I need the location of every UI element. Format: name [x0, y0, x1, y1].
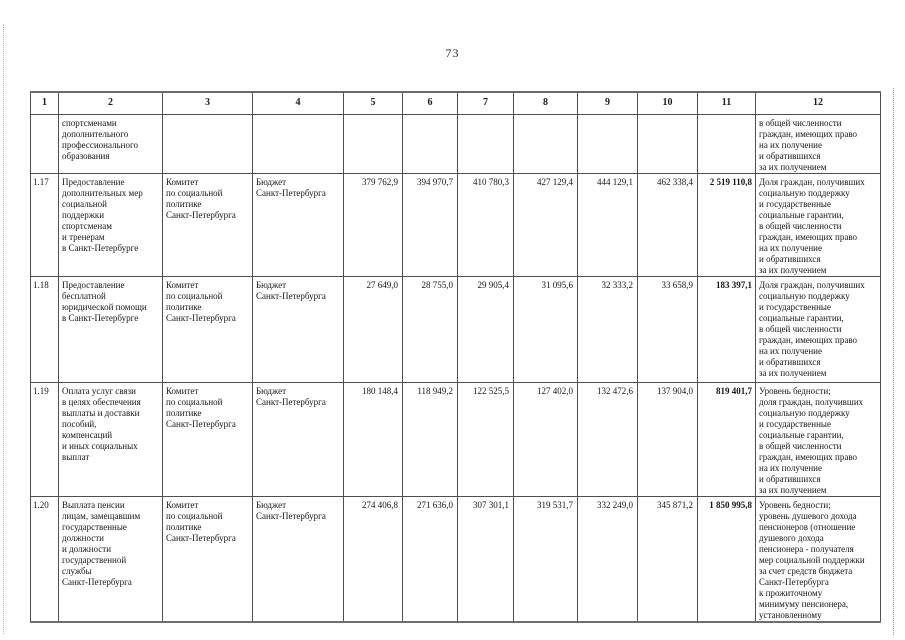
column-number-header: 4 [252, 91, 344, 115]
row-number-cell: 1.17 [30, 172, 59, 277]
amount-cell: 444 129,1 [577, 172, 638, 277]
executor-cell: Комитет по социальной политике Санкт-Пет… [162, 381, 253, 497]
funding-source-cell: Бюджет Санкт-Петербурга [252, 275, 344, 383]
amount-cell [637, 113, 698, 174]
column-number-header: 2 [58, 91, 163, 115]
table-row-1-17: 1.17 Предоставление дополнительных мер с… [30, 172, 881, 277]
column-number-header: 9 [577, 91, 638, 115]
total-amount-cell: 183 397,1 [697, 275, 756, 383]
executor-cell: Комитет по социальной политике Санкт-Пет… [162, 172, 253, 277]
measure-name-cell: Предоставление дополнительных мер социал… [58, 172, 163, 277]
amount-cell: 132 472,6 [577, 381, 638, 497]
indicator-cell: Доля граждан, получивших социальную подд… [755, 172, 881, 277]
amount-cell: 394 970,7 [402, 172, 458, 277]
amount-cell: 462 338,4 [637, 172, 698, 277]
table-row-1-18: 1.18 Предоставление бесплатной юридическ… [30, 275, 881, 383]
amount-cell [513, 113, 578, 174]
column-number-header: 5 [343, 91, 403, 115]
amount-cell: 127 402,0 [513, 381, 578, 497]
total-amount-cell: 2 519 110,8 [697, 172, 756, 277]
executor-cell: Комитет по социальной политике Санкт-Пет… [162, 495, 253, 622]
funding-source-cell: Бюджет Санкт-Петербурга [252, 172, 344, 277]
column-number-header: 7 [457, 91, 514, 115]
measure-name-cell: Предоставление бесплатной юридической по… [58, 275, 163, 383]
amount-cell: 33 658,9 [637, 275, 698, 383]
scan-artifact-left-margin [3, 24, 4, 634]
funding-source-cell: Бюджет Санкт-Петербурга [252, 495, 344, 622]
column-number-header: 6 [402, 91, 458, 115]
amount-cell [402, 113, 458, 174]
total-amount-cell [697, 113, 756, 174]
table-row-continuation: спортсменами дополнительного профессиона… [30, 113, 881, 174]
amount-cell: 307 301,1 [457, 495, 514, 622]
total-amount-cell: 1 850 995,8 [697, 495, 756, 622]
total-amount-cell: 819 401,7 [697, 381, 756, 497]
row-number-cell [30, 113, 59, 174]
indicator-cell: в общей численности граждан, имеющих пра… [755, 113, 881, 174]
amount-cell: 28 755,0 [402, 275, 458, 383]
amount-cell: 379 762,9 [343, 172, 403, 277]
amount-cell: 271 636,0 [402, 495, 458, 622]
amount-cell: 31 095,6 [513, 275, 578, 383]
column-number-header: 1 [30, 91, 59, 115]
page-number: 73 [445, 46, 460, 60]
amount-cell [577, 113, 638, 174]
amount-cell [343, 113, 403, 174]
measure-name-cell: Выплата пенсии лицам, замещавшим государ… [58, 495, 163, 622]
amount-cell: 32 333,2 [577, 275, 638, 383]
program-financing-table: 1 2 3 4 5 6 7 8 9 10 11 12 спортсменами … [30, 91, 881, 623]
amount-cell: 122 525,5 [457, 381, 514, 497]
column-number-header: 8 [513, 91, 578, 115]
amount-cell: 319 531,7 [513, 495, 578, 622]
measure-name-cell: Оплата услуг связи в целях обеспечения в… [58, 381, 163, 497]
amount-cell [457, 113, 514, 174]
indicator-cell: Доля граждан, получивших социальную подд… [755, 275, 881, 383]
amount-cell: 332 249,0 [577, 495, 638, 622]
row-number-cell: 1.18 [30, 275, 59, 383]
executor-cell: Комитет по социальной политике Санкт-Пет… [162, 275, 253, 383]
measure-name-cell: спортсменами дополнительного профессиона… [58, 113, 163, 174]
amount-cell: 427 129,4 [513, 172, 578, 277]
column-number-header: 11 [697, 91, 756, 115]
amount-cell: 410 780,3 [457, 172, 514, 277]
executor-cell [162, 113, 253, 174]
amount-cell: 137 904,0 [637, 381, 698, 497]
row-number-cell: 1.19 [30, 381, 59, 497]
amount-cell: 345 871,2 [637, 495, 698, 622]
column-number-header: 3 [162, 91, 253, 115]
scan-artifact-right-margin [893, 88, 894, 635]
amount-cell: 118 949,2 [402, 381, 458, 497]
column-number-header: 10 [637, 91, 698, 115]
indicator-cell: Уровень бедности; уровень душевого доход… [755, 495, 881, 622]
table-row-1-20: 1.20 Выплата пенсии лицам, замещавшим го… [30, 495, 881, 622]
column-number-header-row: 1 2 3 4 5 6 7 8 9 10 11 12 [30, 91, 881, 115]
amount-cell: 29 905,4 [457, 275, 514, 383]
funding-source-cell: Бюджет Санкт-Петербурга [252, 381, 344, 497]
funding-source-cell [252, 113, 344, 174]
column-number-header: 12 [755, 91, 881, 115]
amount-cell: 180 148,4 [343, 381, 403, 497]
row-number-cell: 1.20 [30, 495, 59, 622]
amount-cell: 274 406,8 [343, 495, 403, 622]
indicator-cell: Уровень бедности; доля граждан, получивш… [755, 381, 881, 497]
table-row-1-19: 1.19 Оплата услуг связи в целях обеспече… [30, 381, 881, 497]
amount-cell: 27 649,0 [343, 275, 403, 383]
